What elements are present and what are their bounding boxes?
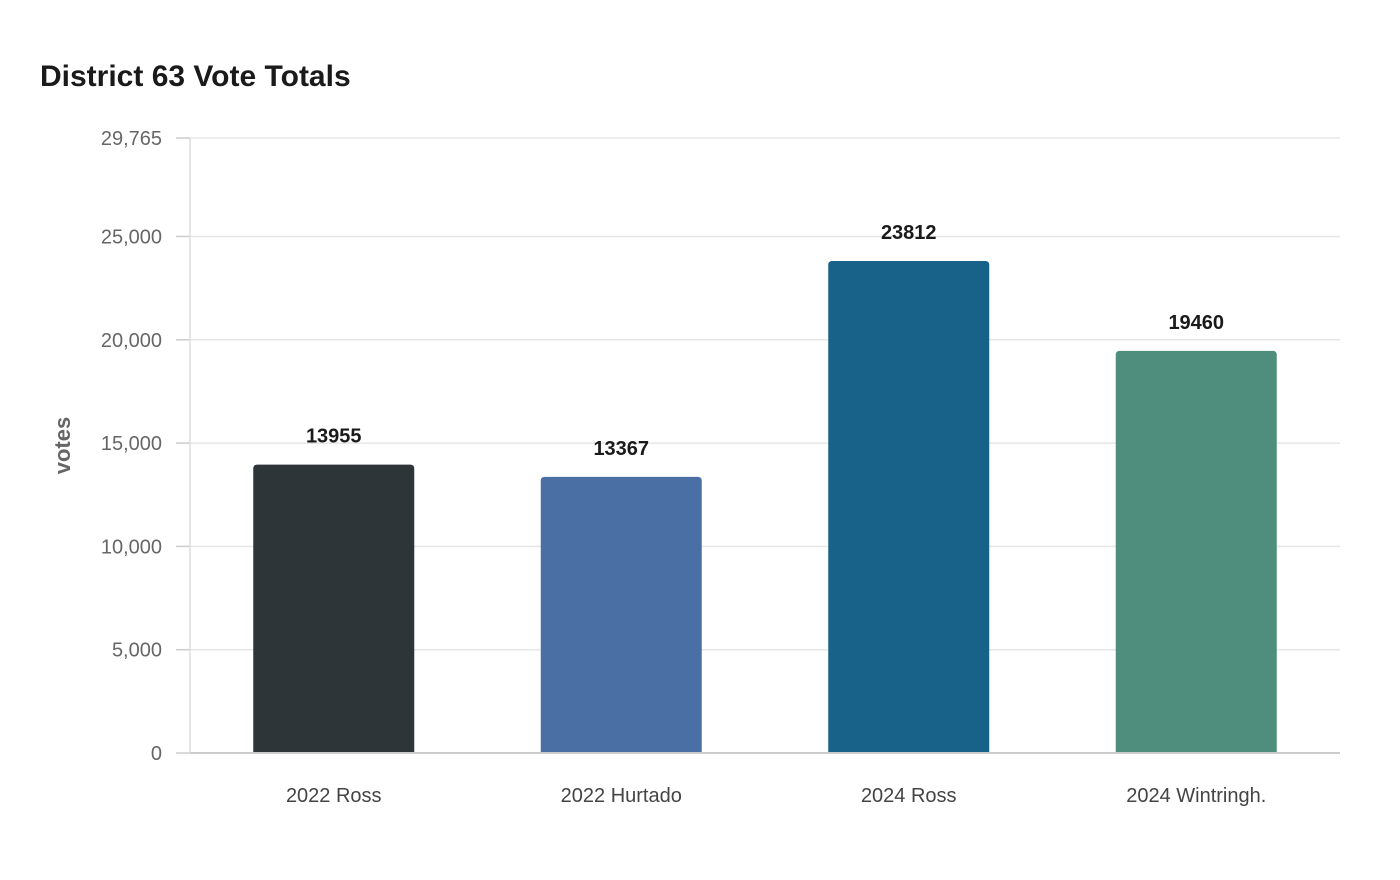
y-tick-label: 25,000 — [101, 226, 162, 248]
y-tick-label: 10,000 — [101, 536, 162, 558]
value-labels: 13955 13367 23812 19460 — [306, 222, 1224, 460]
x-axis-labels: 2022 Ross 2022 Hurtado 2024 Ross 2024 Wintr… — [286, 785, 1266, 807]
bar — [828, 261, 990, 753]
bar — [1115, 350, 1277, 753]
chart-title: District 63 Vote Totals — [40, 60, 351, 93]
x-tick-label: 2024 Wintringh. — [1126, 785, 1266, 807]
bar-value-label: 13955 — [306, 426, 362, 448]
bar — [540, 476, 702, 753]
bar — [253, 464, 415, 753]
bars — [253, 261, 1277, 753]
x-tick-label: 2022 Hurtado — [561, 785, 682, 807]
y-tick-label: 0 — [151, 743, 162, 765]
y-tick-label: 29,765 — [101, 128, 162, 150]
bar-value-label: 19460 — [1168, 312, 1224, 334]
y-axis-title: votes — [50, 417, 75, 474]
x-tick-label: 2022 Ross — [286, 785, 382, 807]
y-tick-label: 5,000 — [112, 640, 162, 662]
bar-value-label: 23812 — [881, 222, 937, 244]
y-tick-label: 20,000 — [101, 330, 162, 352]
y-tick-label: 15,000 — [101, 433, 162, 455]
bar-value-label: 13367 — [593, 438, 649, 460]
x-tick-label: 2024 Ross — [861, 785, 957, 807]
y-axis-ticks: 0 5,000 10,000 15,000 20,000 25,000 29,765 — [101, 128, 190, 765]
